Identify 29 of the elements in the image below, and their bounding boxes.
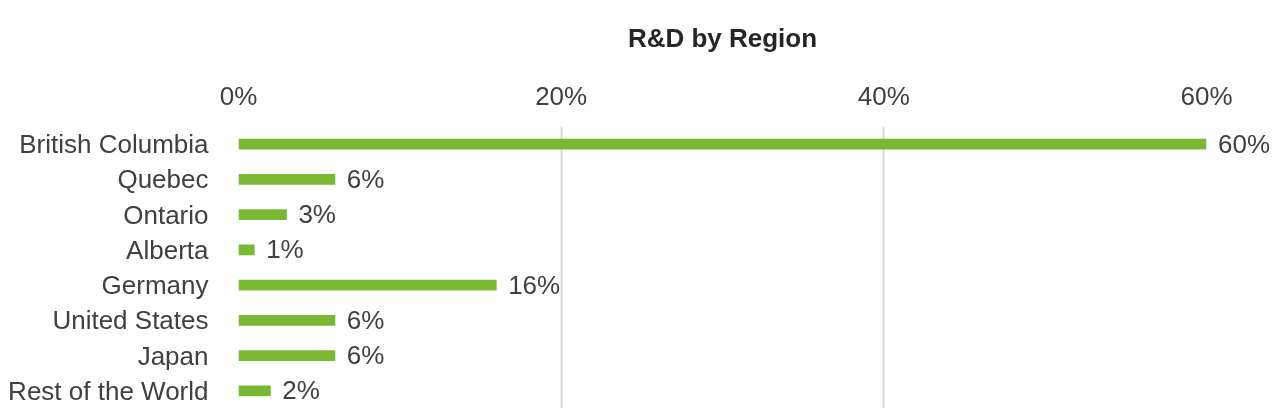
y-tick-label: Germany: [101, 270, 209, 301]
y-tick-label: Japan: [137, 340, 209, 371]
y-tick-label: United States: [52, 305, 209, 336]
data-label: 6%: [346, 304, 385, 336]
x-tick-label: 60%: [1180, 80, 1233, 111]
y-tick-label: British Columbia: [19, 129, 210, 160]
bar: [238, 244, 255, 256]
bar: [238, 173, 336, 185]
x-tick-label: 20%: [535, 80, 588, 111]
chart-title: R&D by Region: [627, 23, 818, 53]
bar: [238, 314, 336, 326]
data-label: 2%: [282, 374, 320, 406]
data-label: 3%: [298, 198, 336, 230]
x-tick-label: 0%: [219, 80, 258, 111]
x-tick-label: 40%: [857, 80, 910, 111]
bar: [238, 279, 497, 291]
y-tick-label: Ontario: [123, 199, 209, 230]
data-label: 1%: [266, 233, 304, 265]
bar: [238, 350, 336, 362]
bar: [238, 138, 1207, 150]
bar: [238, 385, 271, 397]
bar: [238, 209, 287, 221]
y-tick-label: Alberta: [126, 234, 210, 265]
y-tick-label: Rest of the World: [8, 375, 209, 406]
data-label: 6%: [346, 339, 385, 371]
data-label: 60%: [1218, 128, 1271, 160]
data-label: 6%: [346, 163, 385, 195]
y-tick-label: Quebec: [117, 164, 209, 195]
data-label: 16%: [508, 269, 561, 301]
